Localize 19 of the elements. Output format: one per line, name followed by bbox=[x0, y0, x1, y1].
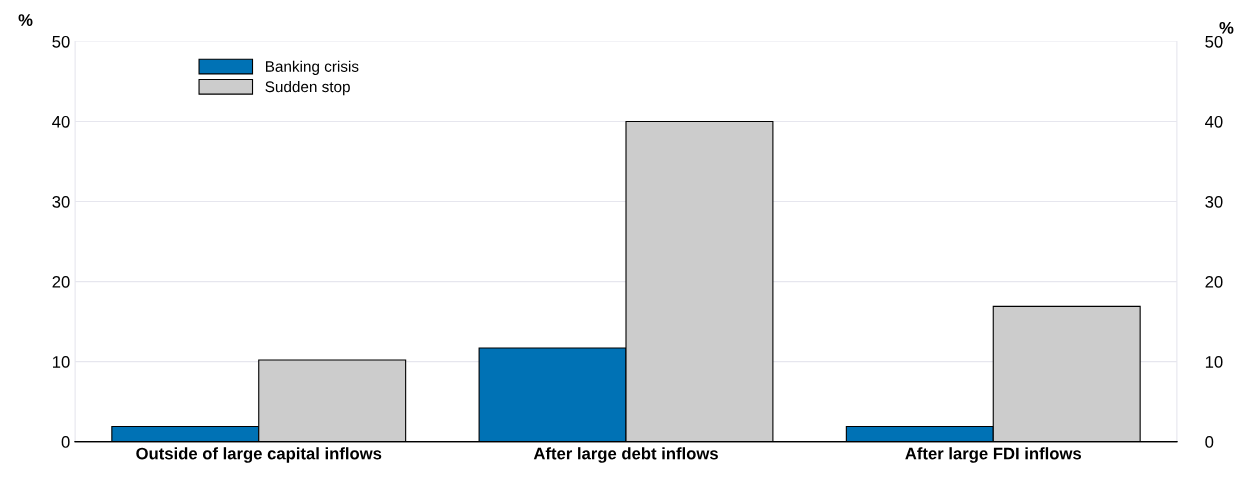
x-tick-label: After large FDI inflows bbox=[905, 447, 1082, 463]
y2-tick-label: 0 bbox=[1205, 436, 1214, 448]
y2-tick-label: 50 bbox=[1205, 35, 1223, 48]
y2-tick-label: 40 bbox=[1205, 115, 1223, 128]
x-tick-label: Outside of large capital inflows bbox=[136, 447, 382, 463]
legend-label: Banking crisis bbox=[265, 60, 359, 75]
legend-label: Sudden stop bbox=[265, 80, 350, 96]
y-tick-label: 40 bbox=[52, 115, 70, 128]
y-tick-label: 0 bbox=[61, 436, 70, 448]
x-tick-label: After large debt inflows bbox=[533, 447, 718, 463]
y2-tick-label: 10 bbox=[1205, 356, 1223, 368]
y2-tick-label: 20 bbox=[1205, 275, 1223, 288]
y2-tick-label: 30 bbox=[1205, 195, 1223, 208]
y-axis-title: % bbox=[18, 14, 33, 26]
y-tick-label: 50 bbox=[52, 35, 70, 48]
y-tick-label: 10 bbox=[52, 356, 70, 368]
y-tick-label: 20 bbox=[52, 275, 70, 288]
y2-axis-title: % bbox=[1219, 21, 1234, 34]
y-tick-label: 30 bbox=[52, 195, 70, 208]
